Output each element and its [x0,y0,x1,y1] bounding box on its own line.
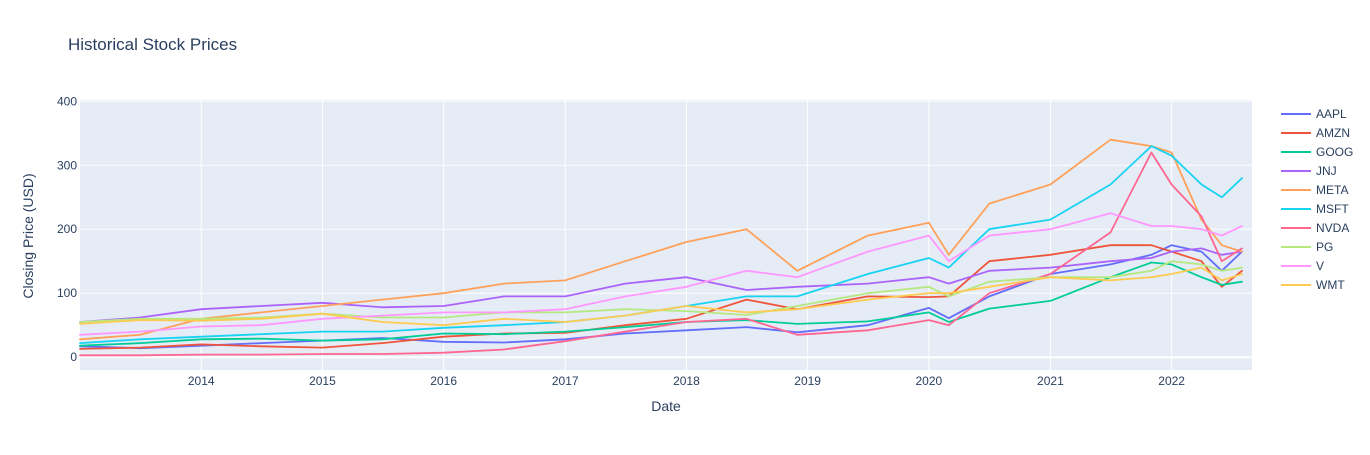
x-tick-label: 2016 [430,374,457,388]
y-tick-label: 0 [70,350,77,364]
x-tick-label: 2015 [309,374,336,388]
series-line-v [79,212,1243,336]
y-tick-label: 400 [57,94,77,108]
legend-label: META [1316,183,1348,197]
y-axis-label: Closing Price (USD) [20,173,36,298]
legend-label: AAPL [1316,107,1347,121]
legend-item-aapl[interactable]: AAPL [1281,107,1347,121]
legend-item-pg[interactable]: PG [1281,240,1333,254]
legend-label: NVDA [1316,221,1349,235]
series-line-goog [79,261,1243,347]
legend-label: MSFT [1316,202,1349,216]
y-tick-label: 300 [57,158,77,172]
legend-item-meta[interactable]: META [1281,183,1348,197]
legend-item-msft[interactable]: MSFT [1281,202,1349,216]
chart-title: Historical Stock Prices [68,35,237,54]
x-tick-label: 2017 [552,374,579,388]
x-tick-label: 2021 [1037,374,1064,388]
legend-label: JNJ [1316,164,1337,178]
series-line-jnj [79,247,1243,323]
series-lines [79,138,1243,357]
legend[interactable]: AAPL AMZN GOOG JNJ META MSFT NVDA PG V WMT [1281,107,1353,292]
y-tick-label: 200 [57,222,77,236]
x-tick-label: 2014 [188,374,215,388]
legend-item-jnj[interactable]: JNJ [1281,164,1337,178]
series-line-wmt [79,266,1243,327]
legend-item-goog[interactable]: GOOG [1281,145,1353,159]
legend-label: V [1316,259,1324,273]
x-tick-label: 2018 [673,374,700,388]
legend-item-wmt[interactable]: WMT [1281,278,1345,292]
legend-label: WMT [1316,278,1345,292]
grid-lines [80,100,1252,370]
plot-area [80,100,1252,370]
legend-label: PG [1316,240,1333,254]
legend-label: AMZN [1316,126,1350,140]
series-line-msft [79,145,1243,345]
x-tick-label: 2022 [1158,374,1185,388]
x-axis-label: Date [651,398,681,414]
x-tick-label: 2019 [794,374,821,388]
legend-item-amzn[interactable]: AMZN [1281,126,1350,140]
legend-label: GOOG [1316,145,1353,159]
series-line-nvda [79,151,1243,357]
axes: 0 100 200 300 400 2014 2015 2016 2017 2018 2019 202… [57,94,1185,388]
series-line-amzn [79,244,1243,350]
x-tick-label: 2020 [916,374,943,388]
legend-item-nvda[interactable]: NVDA [1281,221,1349,235]
y-tick-label: 100 [57,286,77,300]
legend-item-v[interactable]: V [1281,259,1324,273]
